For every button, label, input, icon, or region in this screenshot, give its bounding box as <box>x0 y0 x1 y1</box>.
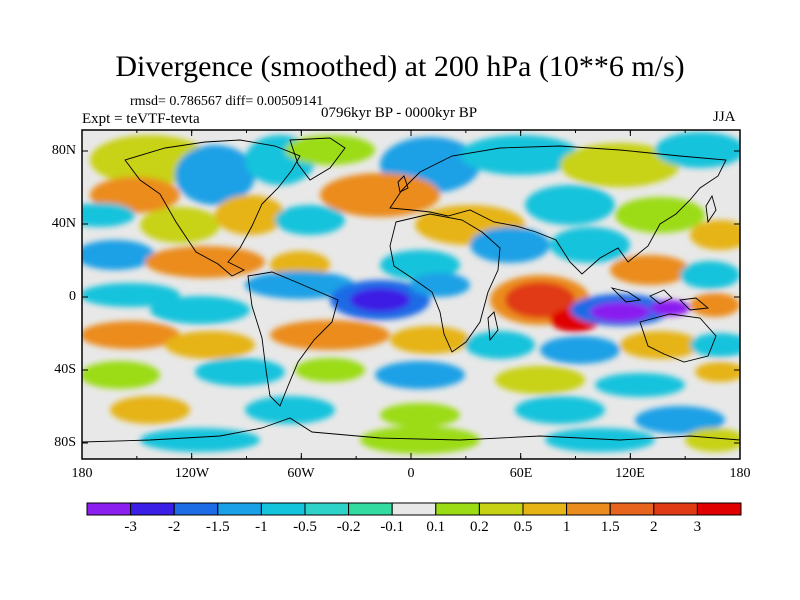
colorbar-swatch <box>304 502 350 516</box>
colorbar-swatch <box>566 502 611 516</box>
lat-label-80n: 80N <box>51 143 76 158</box>
colorbar-label: 0.1 <box>426 519 446 535</box>
axis-ticks <box>81 130 741 459</box>
colorbar-swatch <box>130 502 175 516</box>
colorbar-label: 0.5 <box>513 519 533 535</box>
colorbar-label: 1.5 <box>600 519 620 535</box>
colorbar-swatch <box>391 502 437 516</box>
colorbar-label: -0.1 <box>380 519 405 535</box>
lat-label-eq: 0 <box>69 289 76 304</box>
colorbar-swatch <box>435 502 480 516</box>
colorbar-swatch <box>86 502 132 516</box>
lon-label-180e: 180 <box>729 466 751 481</box>
colorbar-swatch <box>348 502 393 516</box>
colorbar-label: -0.5 <box>293 519 317 535</box>
colorbar-label: -1.5 <box>205 519 230 535</box>
colorbar-label: -2 <box>167 519 181 535</box>
colorbar-swatch <box>696 502 742 516</box>
lon-label-120e: 120E <box>615 466 645 481</box>
divergence-field <box>82 130 740 459</box>
colorbar-label: -3 <box>124 519 137 535</box>
coastlines <box>82 137 740 443</box>
lon-label-60w: 60W <box>287 466 315 481</box>
colorbar-swatch <box>653 502 698 516</box>
colorbar-label: -0.2 <box>336 519 361 535</box>
experiment-label: Expt = teVTF-tevta <box>82 111 200 127</box>
lat-label-40n: 40N <box>51 216 76 231</box>
colorbar-label: 2 <box>650 519 658 535</box>
colorbar-swatch <box>217 502 262 516</box>
lat-label-40s: 40S <box>54 362 76 377</box>
colorbar-label: 0.2 <box>470 519 489 535</box>
colorbar-label: 1 <box>562 519 571 535</box>
colorbar-label: -1 <box>255 519 268 535</box>
colorbar-swatch <box>173 502 219 516</box>
stats-text: rmsd= 0.786567 diff= 0.00509141 <box>130 94 324 109</box>
colorbar-swatch <box>260 502 306 516</box>
colorbar <box>86 502 742 516</box>
lat-label-80s: 80S <box>54 435 76 450</box>
colorbar-swatch <box>609 502 655 516</box>
colorbar-swatch <box>522 502 568 516</box>
colorbar-swatch <box>478 502 524 516</box>
lon-label-60e: 60E <box>509 466 533 481</box>
lon-label-120w: 120W <box>174 466 210 481</box>
lon-label-180w: 180 <box>71 466 93 481</box>
season-label: JJA <box>713 109 736 125</box>
map-title: Divergence (smoothed) at 200 hPa (10**6 … <box>115 50 685 83</box>
period-label: 0796kyr BP - 0000kyr BP <box>321 105 478 121</box>
colorbar-label: 3 <box>693 519 702 535</box>
lon-label-0: 0 <box>407 466 415 481</box>
